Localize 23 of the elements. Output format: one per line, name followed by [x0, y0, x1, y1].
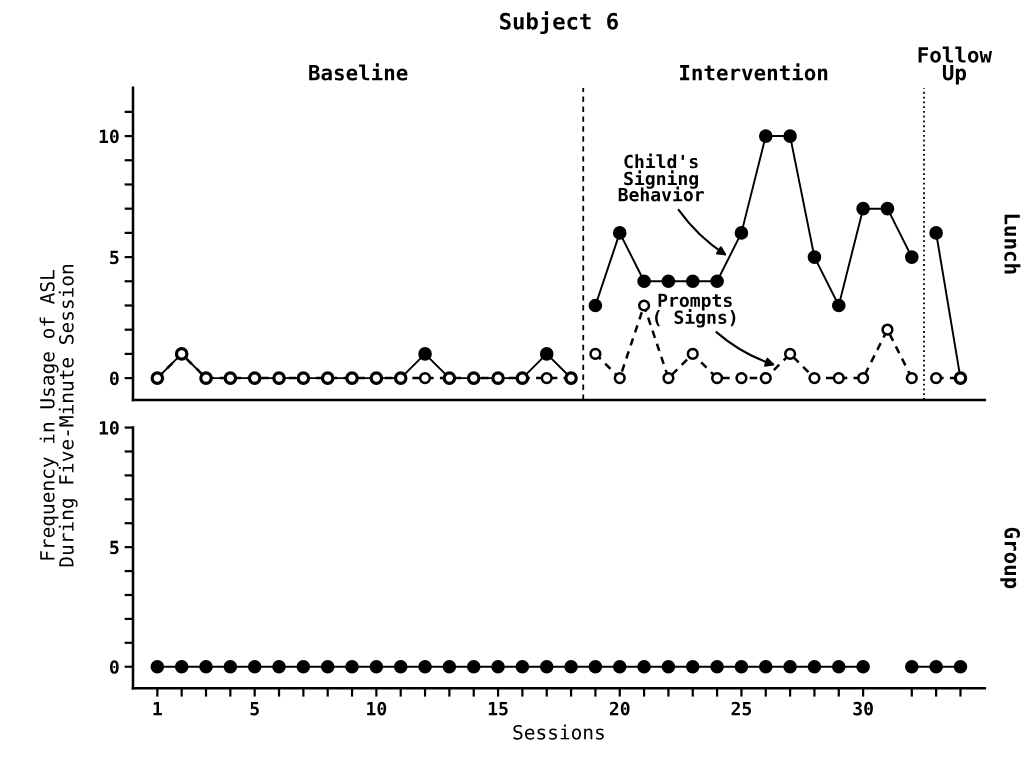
series-label: Child's Signing Behavior — [618, 153, 704, 202]
y-tick-label: 0 — [110, 371, 119, 386]
x-tick-label: 25 — [731, 701, 752, 716]
y-tick-label: 0 — [110, 660, 119, 674]
text: Follow Up — [918, 46, 993, 85]
x-tick-label: 5 — [250, 702, 259, 716]
y-tick-label: 10 — [99, 421, 119, 435]
y-axis-title: Frequency in Usage of ASL During Five-Minute Session — [39, 265, 78, 567]
y-tick-label: 10 — [99, 129, 119, 144]
text: Intervention — [680, 63, 828, 81]
x-tick-label: 1 — [153, 702, 162, 716]
x-tick-label: 30 — [853, 701, 873, 716]
x-axis-title: Sessions — [513, 724, 604, 740]
text: Group — [1000, 527, 1021, 589]
y-tick-label: 5 — [110, 540, 119, 555]
y-tick-label: 5 — [110, 250, 119, 265]
x-tick-label: 15 — [488, 702, 508, 716]
x-tick-label: 20 — [609, 701, 630, 716]
series-label: Prompts ( Signs) — [655, 293, 736, 328]
text: Lunch — [1004, 214, 1021, 274]
text: Baseline — [309, 63, 408, 81]
chart-title: Subject 6 — [500, 11, 618, 34]
x-tick-label: 10 — [367, 701, 387, 716]
